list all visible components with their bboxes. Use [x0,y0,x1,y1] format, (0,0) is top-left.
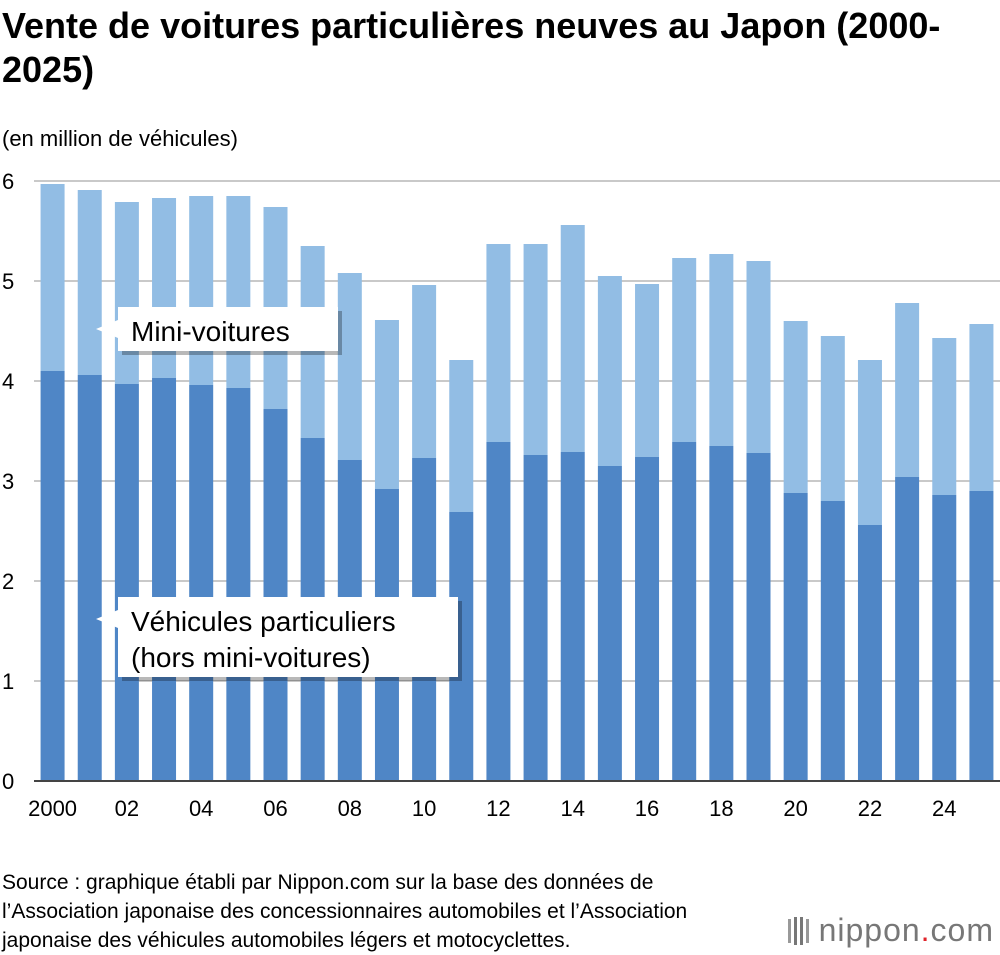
bar-regular [40,371,65,781]
regular-callout-text: (hors mini-voitures) [131,642,371,673]
x-tick-label: 24 [932,796,956,821]
bar-regular [709,446,734,781]
logo-bars-icon [787,916,809,945]
x-tick-label: 06 [263,796,287,821]
bar-regular [263,409,288,781]
x-tick-label: 20 [783,796,807,821]
bar-mini [597,276,622,466]
mini-callout-box [118,307,338,351]
x-tick-label: 16 [635,796,659,821]
bar-regular [857,525,882,781]
bar-mini [820,336,845,501]
bar-mini [895,303,920,477]
logo-name: nippon [818,912,921,948]
bar-mini [969,324,994,491]
bar-regular [932,495,957,781]
bar-mini [374,320,399,489]
bar-regular [635,457,660,781]
bar-mini [449,360,474,512]
x-tick-label: 04 [189,796,213,821]
bar-mini [635,284,660,457]
mini-callout-pointer [96,320,118,338]
bar-mini [783,321,808,493]
bar-regular [152,378,177,781]
x-tick-label: 18 [709,796,733,821]
bar-mini [40,184,65,371]
y-tick-label: 5 [2,269,14,294]
bar-mini [77,190,102,375]
y-tick-label: 0 [2,769,14,794]
bar-mini [746,261,771,453]
bar-mini [486,244,511,442]
bar-regular [783,493,808,781]
y-tick-label: 3 [2,469,14,494]
x-tick-label: 02 [115,796,139,821]
bar-regular [560,452,585,781]
x-tick-label: 2000 [28,796,77,821]
x-tick-label: 14 [560,796,584,821]
bar-regular [969,491,994,781]
bar-mini [523,244,548,455]
nippon-logo: nippon. com [787,912,994,949]
regular-callout-text: Véhicules particuliers [131,606,396,637]
regular-callout-box [118,597,458,677]
bar-regular [597,466,622,781]
bar-mini [337,273,362,460]
bar-regular [486,442,511,781]
bar-mini [857,360,882,525]
bar-mini [189,196,214,385]
y-tick-label: 2 [2,569,14,594]
bar-regular [895,477,920,781]
chart-title: Vente de voitures particulières neuves a… [2,5,941,90]
y-tick-label: 6 [2,169,14,194]
y-tick-label: 1 [2,669,14,694]
mini-callout: Mini-voitures [96,307,342,355]
x-tick-label: 22 [858,796,882,821]
logo-dot: . [920,912,931,948]
bar-mini [672,258,697,442]
bar-mini [932,338,957,495]
regular-callout: Véhicules particuliers (hors mini-voiture… [96,597,462,681]
x-tick-label: 08 [338,796,362,821]
logo-suffix: com [930,912,994,948]
bar-regular [114,384,139,781]
regular-callout-pointer [96,610,118,628]
mini-callout-text: Mini-voitures [131,316,290,347]
y-tick-label: 4 [2,369,14,394]
x-tick-label: 10 [412,796,436,821]
source-note: Source : graphique établi par Nippon.com… [2,871,688,952]
bar-regular [77,375,102,781]
bar-regular [523,455,548,781]
bar-mini [226,196,251,388]
unit-label: (en million de véhicules) [2,126,238,151]
bar-mini [709,254,734,446]
x-tick-label: 12 [486,796,510,821]
bar-mini [114,202,139,384]
bar-mini [560,225,585,452]
bar-regular [820,501,845,781]
bar-mini [412,285,437,458]
bar-regular [746,453,771,781]
bar-regular [672,442,697,781]
bar-regular [226,388,251,781]
bar-regular [189,385,214,781]
